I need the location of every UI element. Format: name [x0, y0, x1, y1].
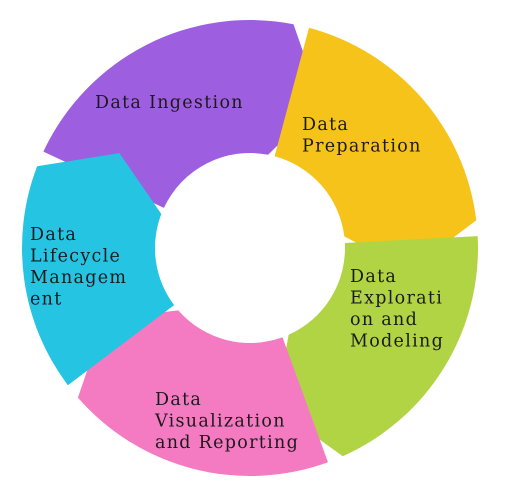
segment-label-visualization-reporting: Data Visualization and Reporting [154, 390, 299, 453]
segment-lifecycle-management [21, 153, 175, 386]
segment-label-line: and Reporting [155, 433, 299, 453]
segment-label-line: Visualization [154, 412, 286, 432]
segment-label-line: Modeling [350, 332, 444, 352]
segment-label-line: Data [30, 225, 77, 245]
segment-label-line: Explorati [350, 289, 443, 309]
segment-label-exploration-modeling: Data Explorati on and Modeling [350, 267, 444, 352]
segment-label-line: Preparation [302, 137, 422, 157]
segment-label-line: Data [350, 267, 397, 287]
segment-label-preparation: Data Preparation [302, 115, 422, 157]
segment-label-line: ent [30, 290, 63, 310]
segment-label-line: on and [350, 310, 418, 330]
segment-label-lifecycle-management: Data Lifecycle Managem ent [30, 225, 127, 310]
segment-label-line: Data [155, 390, 202, 410]
segment-label-line: Lifecycle [30, 247, 121, 267]
segment-preparation [274, 27, 477, 271]
segment-label-line: Data [302, 115, 349, 135]
segment-label-line: Managem [30, 268, 127, 288]
segment-visualization-reporting [77, 310, 328, 476]
segment-label-line: Data Ingestion [95, 93, 244, 113]
segment-exploration-modeling [275, 236, 479, 457]
segment-label-ingestion: Data Ingestion [95, 93, 244, 113]
